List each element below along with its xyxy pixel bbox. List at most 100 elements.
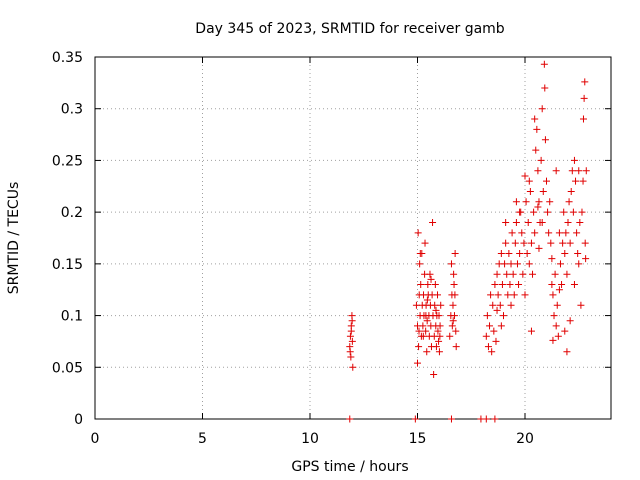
data-point [523, 250, 531, 258]
data-point [534, 167, 542, 175]
data-point [580, 94, 588, 102]
data-point [506, 281, 514, 289]
data-point [527, 239, 535, 247]
data-point [488, 348, 496, 356]
data-point [516, 250, 524, 258]
data-point [502, 218, 510, 226]
data-point [564, 218, 572, 226]
data-point [452, 343, 460, 351]
data-point [518, 229, 526, 237]
data-point [521, 172, 529, 180]
data-point [548, 255, 556, 263]
data-point [447, 260, 455, 268]
data-point [531, 229, 539, 237]
data-point [504, 291, 512, 299]
data-point [513, 260, 521, 268]
data-point [497, 322, 505, 330]
data-point [570, 156, 578, 164]
data-point [561, 327, 569, 335]
data-point [416, 250, 424, 258]
data-point [541, 84, 549, 92]
y-tick-label: 0.3 [61, 102, 83, 118]
data-point [516, 208, 524, 216]
data-point [348, 337, 356, 345]
data-point [419, 332, 427, 340]
y-tick-label: 0.35 [52, 50, 83, 66]
data-point [556, 260, 564, 268]
data-point [502, 239, 510, 247]
data-point [566, 317, 574, 325]
x-tick-label: 15 [409, 431, 427, 447]
data-point [450, 312, 458, 320]
data-point [582, 167, 590, 175]
data-point [427, 275, 435, 283]
y-tick-label: 0.1 [61, 309, 83, 325]
data-point [559, 239, 567, 247]
data-point [436, 322, 444, 330]
data-point [423, 296, 431, 304]
data-point [515, 281, 523, 289]
data-point [452, 327, 460, 335]
data-point [508, 229, 516, 237]
data-point [535, 244, 543, 252]
data-point [526, 187, 534, 195]
x-tick-label: 10 [301, 431, 319, 447]
data-point [512, 218, 520, 226]
data-point [509, 270, 517, 278]
data-point [347, 327, 355, 335]
data-point [490, 327, 498, 335]
data-point [417, 281, 425, 289]
data-point [348, 317, 356, 325]
data-point [530, 208, 538, 216]
data-point [431, 281, 439, 289]
data-point [422, 327, 430, 335]
data-point [575, 260, 583, 268]
data-point [450, 270, 458, 278]
data-point [450, 281, 458, 289]
data-point [424, 281, 432, 289]
data-point [482, 415, 490, 423]
data-point [520, 239, 528, 247]
data-point [538, 105, 546, 113]
data-point [541, 136, 549, 144]
data-point [505, 250, 513, 258]
data-point [521, 291, 529, 299]
data-point [544, 208, 552, 216]
data-point [347, 353, 355, 361]
x-tick-label: 0 [91, 431, 100, 447]
x-tick-label: 20 [516, 431, 534, 447]
data-point [493, 270, 501, 278]
data-point [419, 322, 427, 330]
data-point [549, 336, 557, 344]
data-point [567, 187, 575, 195]
data-point [491, 281, 499, 289]
data-point [434, 327, 442, 335]
data-point [486, 322, 494, 330]
data-point [532, 146, 540, 154]
grid-lines [95, 57, 611, 419]
data-point [543, 177, 550, 185]
data-point [527, 327, 535, 335]
data-point [581, 78, 589, 86]
data-point [529, 270, 537, 278]
data-point [569, 208, 577, 216]
data-point [576, 218, 584, 226]
data-point [497, 250, 505, 258]
y-tick-label: 0.2 [61, 205, 83, 221]
data-point [578, 208, 586, 216]
y-tick-label: 0.05 [52, 360, 83, 376]
data-point [483, 312, 491, 320]
data-point [555, 286, 563, 294]
data-point [548, 281, 556, 289]
data-point [538, 218, 546, 226]
data-point [579, 177, 587, 185]
data-point [545, 229, 553, 237]
data-point [550, 312, 558, 320]
data-point [552, 322, 560, 330]
data-point [432, 306, 440, 314]
data-point [522, 198, 530, 206]
data-point [503, 270, 511, 278]
data-point [349, 363, 357, 371]
data-point [555, 229, 563, 237]
